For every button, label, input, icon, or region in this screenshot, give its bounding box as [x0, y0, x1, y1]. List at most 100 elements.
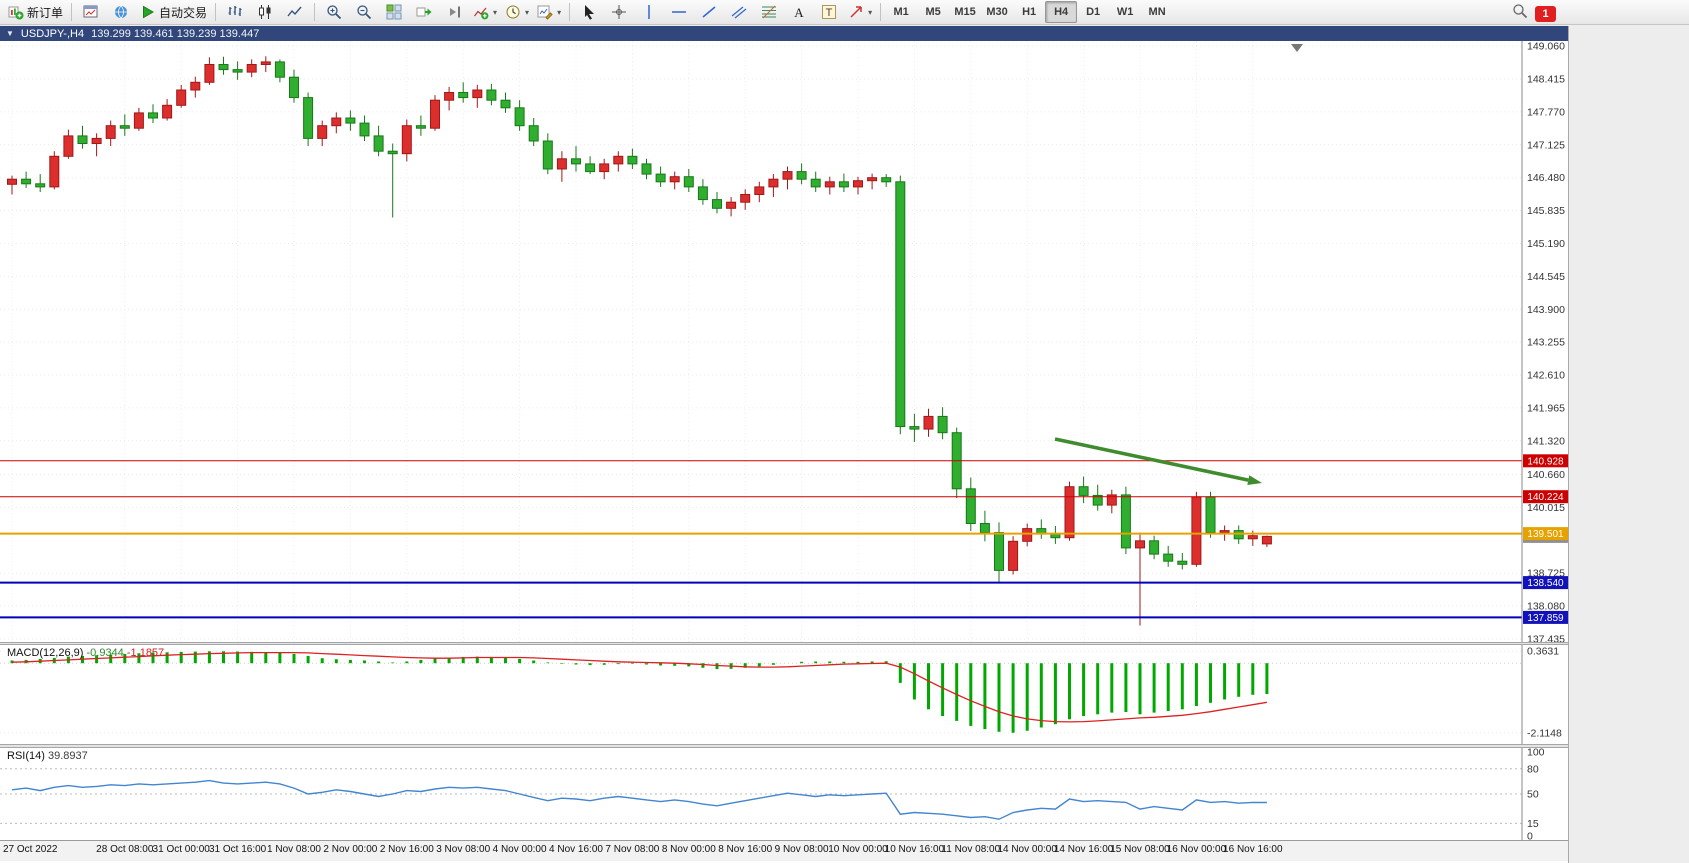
timeframe-h4-button[interactable]: H4 — [1045, 1, 1078, 23]
candle — [430, 95, 440, 131]
chart-shift-button[interactable] — [439, 1, 469, 23]
label-button[interactable]: T — [814, 1, 844, 23]
candle — [937, 407, 948, 440]
fibonacci-button[interactable] — [754, 1, 784, 23]
arrows-button[interactable]: ▾ — [844, 1, 876, 23]
candle — [965, 477, 976, 532]
candle — [35, 174, 46, 192]
pane-separator[interactable] — [0, 642, 1568, 645]
macd-main-value: -0.9344 — [86, 647, 124, 659]
candle — [726, 197, 737, 217]
candle — [740, 189, 751, 210]
channel-button[interactable] — [724, 1, 754, 23]
pane-separator[interactable] — [0, 744, 1568, 748]
grid-layer — [0, 41, 1522, 642]
candle — [49, 151, 60, 190]
candle — [7, 175, 17, 195]
zoom-in-button[interactable] — [319, 1, 349, 23]
time-axis[interactable]: 27 Oct 2022 28 Oct 08:00 31 Oct 00:00 31 Oc… — [0, 840, 1568, 861]
chart-title-bar[interactable]: ▼ USDJPY-,H4 139.299 139.461 139.239 139… — [0, 26, 1568, 41]
indicators-icon — [473, 4, 489, 20]
bar-chart-button[interactable] — [220, 1, 250, 23]
price-axis[interactable]: 149.060 148.415 147.770 147.125 146.480 145.8… — [1521, 41, 1568, 642]
timeframe-d1-button[interactable]: D1 — [1086, 6, 1101, 18]
candle — [1036, 519, 1047, 539]
timeframe-h1-button[interactable]: H1 — [1022, 6, 1037, 18]
svg-text:138.540: 138.540 — [1527, 578, 1564, 589]
candle — [909, 413, 920, 442]
autotrading-button[interactable]: 自动交易 — [136, 1, 211, 23]
macd-axis[interactable]: 0.3631 -2.1148 — [1521, 645, 1562, 744]
candle — [1106, 489, 1117, 514]
candle — [1261, 535, 1272, 547]
time-label: 16 Nov 16:00 — [1223, 844, 1283, 855]
price-tick-label: 138.080 — [1527, 601, 1565, 613]
dropdown-caret-icon: ▾ — [525, 7, 530, 17]
templates-button[interactable]: ▾ — [533, 1, 565, 23]
candle — [1149, 535, 1160, 560]
rsi-pane[interactable]: 100 80 50 150 — [0, 748, 1568, 840]
tile-windows-button[interactable] — [379, 1, 409, 23]
chart-menu-icon[interactable]: ▼ — [6, 29, 14, 38]
candle — [895, 175, 906, 435]
candle — [444, 86, 455, 111]
trendline-button[interactable] — [694, 1, 724, 23]
chart-shift-marker[interactable] — [1291, 44, 1303, 52]
candle — [500, 92, 511, 113]
play-icon — [140, 4, 156, 20]
linechart-icon — [287, 4, 303, 20]
new-chart-button[interactable] — [76, 1, 106, 23]
crosshair-button[interactable] — [604, 1, 634, 23]
candle — [317, 120, 328, 147]
indicators-button[interactable]: ▾ — [469, 1, 501, 23]
candles-icon — [257, 4, 273, 20]
periods-button[interactable]: ▾ — [501, 1, 533, 23]
time-label: 27 Oct 2022 — [3, 844, 58, 855]
candle — [867, 173, 878, 190]
line-chart-button[interactable] — [280, 1, 310, 23]
time-label: 3 Nov 08:00 — [436, 844, 491, 855]
toolbar-separator — [71, 3, 73, 21]
candle — [260, 56, 271, 73]
price-tick-label: 147.770 — [1527, 106, 1565, 118]
candle — [556, 151, 567, 182]
candle — [105, 120, 116, 147]
zoom-out-button[interactable] — [349, 1, 379, 23]
svg-text:T: T — [826, 7, 833, 19]
macd-pane[interactable]: 0.3631 -2.1148 — [0, 645, 1568, 744]
timeframe-m5-button[interactable]: M5 — [925, 6, 941, 18]
horizontal-line-button[interactable] — [664, 1, 694, 23]
timeframe-mn-button[interactable]: MN — [1148, 6, 1166, 18]
price-tick-label: 140.660 — [1527, 469, 1565, 481]
hline-icon — [671, 4, 687, 20]
template-icon — [537, 4, 553, 20]
search-icon[interactable] — [1512, 3, 1528, 24]
timeframe-m1-button[interactable]: M1 — [893, 6, 909, 18]
candle — [190, 76, 201, 98]
horizontal-lines-layer[interactable] — [0, 460, 1522, 619]
toolbar: 新订单 自动交易 ▾ ▾ ▾ A T ▾ M1 M5 M15 M30 H1 H4 D1 W1 MN — [0, 0, 1689, 25]
profiles-button[interactable] — [106, 1, 136, 23]
candle — [345, 110, 356, 131]
price-chart-pane[interactable]: 149.060 148.415 147.770 147.125 146.480 145.8… — [0, 41, 1568, 642]
auto-scroll-button[interactable] — [409, 1, 439, 23]
svg-text:140.224: 140.224 — [1527, 492, 1564, 503]
price-line-label: 138.540 — [1523, 576, 1568, 590]
candle — [923, 408, 934, 437]
candle — [768, 174, 779, 198]
price-tick-label: 145.835 — [1527, 205, 1565, 217]
rsi-axis[interactable]: 100 80 50 150 — [1521, 748, 1545, 840]
candle — [1135, 532, 1145, 626]
timeframe-m15-button[interactable]: M15 — [954, 6, 976, 18]
text-button[interactable]: A — [784, 1, 814, 23]
candle — [246, 59, 257, 78]
cursor-button[interactable] — [574, 1, 604, 23]
timeframe-m30-button[interactable]: M30 — [986, 6, 1008, 18]
clock-icon — [505, 4, 521, 20]
candlestick-chart-button[interactable] — [250, 1, 280, 23]
trend-arrow-annotation[interactable] — [1054, 437, 1262, 485]
notification-badge[interactable]: 1 — [1535, 5, 1556, 22]
new-order-button[interactable]: 新订单 — [4, 1, 67, 23]
timeframe-w1-button[interactable]: W1 — [1116, 6, 1134, 18]
vertical-line-button[interactable] — [634, 1, 664, 23]
